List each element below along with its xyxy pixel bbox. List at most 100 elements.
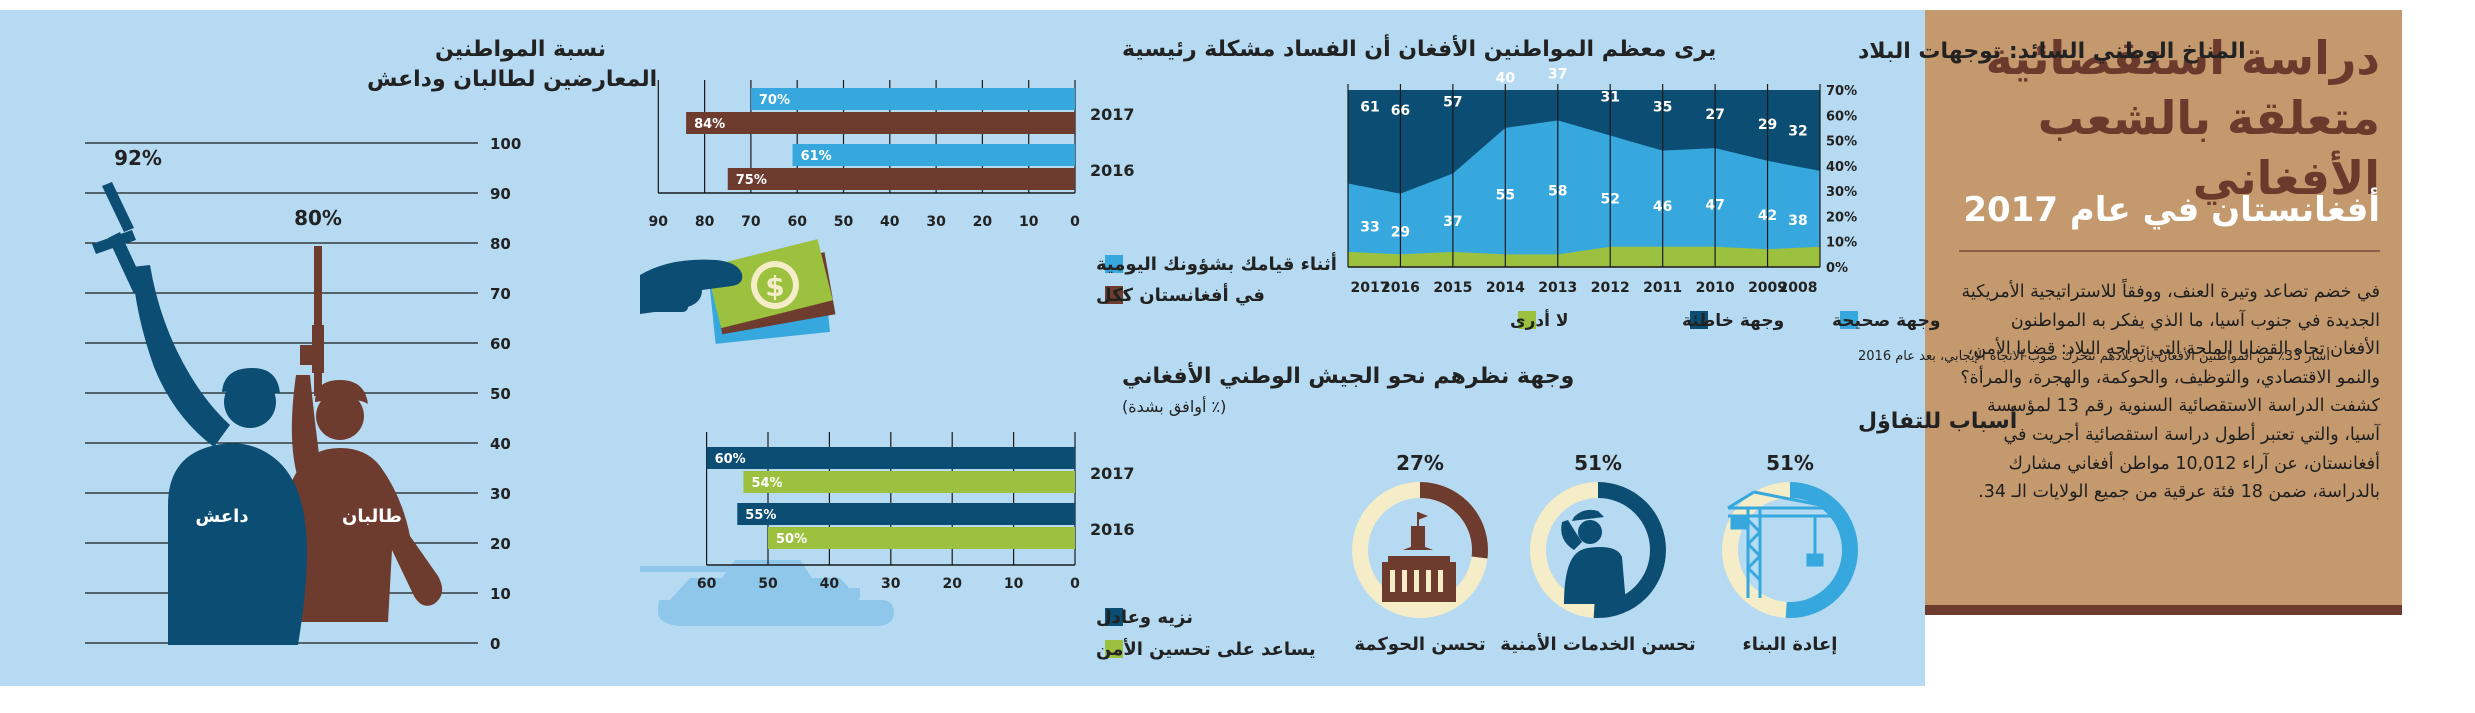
mood-value-labels: 33 61 29 66 37 57 55 40 58 37 52 31 46 35 47 27 42 29 38 32 bbox=[1360, 67, 1807, 241]
legend-swatch-daily-affairs bbox=[1105, 255, 1123, 273]
mood-value-wrong-2012: 31 bbox=[1600, 89, 1619, 105]
mood-y-tick: 70% bbox=[1826, 84, 1857, 99]
optimism-title: أسباب للتفاؤل bbox=[1858, 405, 2017, 434]
mood-value-right-2011: 46 bbox=[1653, 199, 1672, 215]
opp-y-tick-30: 30 bbox=[490, 485, 511, 503]
mood-area-dont-know bbox=[1348, 246, 1820, 267]
mood-value-right-2015: 37 bbox=[1443, 214, 1462, 230]
bar-label-2017-series-0: 60% bbox=[715, 452, 746, 467]
mood-value-wrong-2014: 40 bbox=[1496, 70, 1516, 86]
bar-2017-series-1 bbox=[743, 471, 1075, 493]
corruption-title: يرى معظم المواطنين الأفغان أن الفساد مشك… bbox=[1122, 33, 1716, 62]
mood-x-tick-2017: 2017 bbox=[1351, 280, 1390, 296]
x-tick-20: 20 bbox=[942, 576, 962, 592]
mood-x-tick-2012: 2012 bbox=[1591, 280, 1630, 296]
category-2016: 2016 bbox=[1090, 520, 1135, 539]
opp-y-tick-10: 10 bbox=[490, 585, 511, 603]
bar-2016-series-0 bbox=[737, 503, 1075, 525]
opposition-chart: نسبة المواطنين المعارضين لطالبان وداعش 92… bbox=[85, 37, 657, 653]
svg-text:$: $ bbox=[765, 270, 784, 303]
taliban-figure-icon bbox=[270, 246, 443, 622]
x-tick-0: 0 bbox=[1070, 576, 1080, 592]
bar-label-2016-series-1: 50% bbox=[776, 532, 807, 547]
mood-value-wrong-2010: 27 bbox=[1705, 107, 1724, 123]
army-chart: وجهة نظرهم نحو الجيش الوطني الأفغاني (٪ … bbox=[640, 361, 1574, 660]
opp-y-tick-40: 40 bbox=[490, 435, 511, 453]
intro-body: في خضم تصاعد وتيرة العنف، ووفقاً للاسترا… bbox=[1960, 282, 2380, 503]
bar-label-2017-series-1: 84% bbox=[694, 117, 725, 132]
intro-divider bbox=[1959, 250, 2380, 252]
opp-y-tick-0: 0 bbox=[490, 635, 500, 653]
legend-label-wrong-direction: وجهة خاطئة bbox=[1682, 311, 1784, 331]
mood-gridlines bbox=[1347, 84, 1821, 268]
optimism-item-label: تحسن الخدمات الأمنية bbox=[1500, 633, 1695, 655]
corruption-categories: 2017 2016 bbox=[1090, 105, 1135, 180]
category-2017: 2017 bbox=[1090, 464, 1135, 483]
optimism-ring-value bbox=[1530, 482, 1666, 618]
mood-y-tick: 10% bbox=[1826, 236, 1857, 251]
x-tick-80: 80 bbox=[695, 214, 715, 230]
opp-y-tick-80: 80 bbox=[490, 235, 511, 253]
legend-label-security: يساعد على تحسين الأمن bbox=[1096, 638, 1316, 660]
opp-y-tick-70: 70 bbox=[490, 285, 511, 303]
money-hand-icon: $ bbox=[640, 239, 836, 344]
opp-category-label-0: داعش bbox=[195, 506, 248, 527]
legend-swatch-fair bbox=[1105, 608, 1123, 626]
opp-value-label-0: 92% bbox=[114, 146, 162, 170]
mood-x-tick-2016: 2016 bbox=[1381, 280, 1420, 296]
bar-label-2016-series-0: 61% bbox=[801, 149, 832, 164]
government-building-icon bbox=[1382, 512, 1456, 602]
opp-y-tick-20: 20 bbox=[490, 535, 511, 553]
mood-y-tick: 0% bbox=[1826, 261, 1848, 276]
optimism-chart: أسباب للتفاؤل 51% إعادة البناء 51% تحسن الخ… bbox=[1352, 405, 2017, 655]
category-2016: 2016 bbox=[1090, 161, 1135, 180]
mood-value-right-2009: 42 bbox=[1758, 208, 1777, 224]
mood-y-tick: 50% bbox=[1826, 135, 1857, 150]
opposition-value-labels: 92% 80% bbox=[114, 146, 342, 230]
category-2017: 2017 bbox=[1090, 105, 1135, 124]
army-x-ticks: 60 50 40 30 20 10 0 bbox=[697, 576, 1080, 592]
construction-crane-icon bbox=[1727, 490, 1836, 598]
mood-value-wrong-2009: 29 bbox=[1758, 117, 1777, 133]
mood-y-tick: 60% bbox=[1826, 109, 1857, 124]
mood-x-tick-2010: 2010 bbox=[1696, 280, 1735, 296]
bar-2016-series-1 bbox=[768, 527, 1075, 549]
mood-value-wrong-2008: 32 bbox=[1788, 123, 1807, 139]
opp-y-tick-90: 90 bbox=[490, 185, 511, 203]
mood-y-tick: 30% bbox=[1826, 185, 1857, 200]
mood-x-tick-2011: 2011 bbox=[1643, 280, 1682, 296]
mood-value-right-2017: 33 bbox=[1360, 219, 1379, 235]
corruption-legend: أثناء قيامك بشؤونك اليومية في أفغانستان … bbox=[1096, 252, 1337, 306]
mood-note: أشار 33٪ من المواطنين الأفغان بأن بلادهم… bbox=[1858, 346, 2330, 364]
mood-value-right-2014: 55 bbox=[1496, 187, 1515, 203]
optimism-value-label: 51% bbox=[1766, 451, 1814, 475]
opp-y-tick-100: 100 bbox=[490, 135, 521, 153]
legend-swatch-security bbox=[1105, 640, 1123, 658]
optimism-donuts: 51% إعادة البناء 51% تحسن الخدمات الأمنية 27… bbox=[1352, 451, 1858, 655]
bar-2017-series-0 bbox=[750, 88, 1075, 110]
bar-label-2016-series-0: 55% bbox=[745, 508, 776, 523]
opposition-title: نسبة المواطنين المعارضين لطالبان وداعش bbox=[367, 37, 657, 92]
mood-value-wrong-2017: 61 bbox=[1360, 99, 1379, 115]
optimism-value-label: 27% bbox=[1396, 451, 1444, 475]
corruption-bars: 70% 84% 61% 75% bbox=[686, 88, 1075, 190]
opposition-category-labels: داعش طالبان bbox=[195, 506, 402, 527]
x-tick-30: 30 bbox=[881, 576, 901, 592]
bar-label-2017-series-0: 70% bbox=[759, 93, 790, 108]
legend-label-right-direction: وجهة صحيحة bbox=[1832, 311, 1940, 331]
x-tick-40: 40 bbox=[880, 214, 900, 230]
legend-label-dont-know: لا أدرى bbox=[1510, 309, 1569, 331]
optimism-value-label: 51% bbox=[1574, 451, 1622, 475]
mood-value-right-2016: 29 bbox=[1391, 224, 1410, 240]
army-bars: 60% 54% 55%50% bbox=[706, 447, 1075, 549]
mood-title: المناخ الوطني السائد: توجهات البلاد bbox=[1858, 39, 2246, 64]
tank-icon bbox=[640, 560, 894, 626]
x-tick-0: 0 bbox=[1070, 214, 1080, 230]
mood-y-tick: 40% bbox=[1826, 160, 1857, 175]
bar-label-2017-series-1: 54% bbox=[751, 476, 782, 491]
corruption-chart: يرى معظم المواطنين الأفغان أن الفساد مشك… bbox=[640, 33, 1716, 344]
mood-value-right-2008: 38 bbox=[1788, 213, 1807, 229]
mood-value-wrong-2013: 37 bbox=[1548, 67, 1567, 83]
